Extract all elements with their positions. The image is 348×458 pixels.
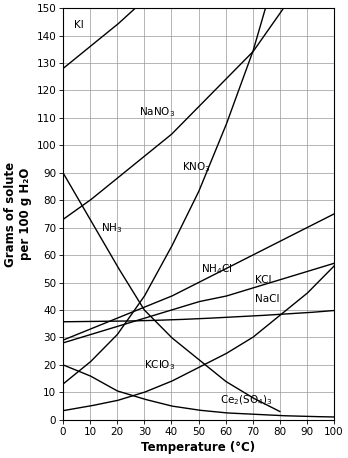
Text: KCl: KCl [255,275,272,285]
Text: NaNO$_3$: NaNO$_3$ [139,105,175,120]
Text: KI: KI [74,20,84,30]
Text: Ce$_2$(SO$_4$)$_3$: Ce$_2$(SO$_4$)$_3$ [220,394,273,407]
Text: KNO$_3$: KNO$_3$ [182,160,211,174]
Text: NH$_3$: NH$_3$ [101,221,122,234]
Text: KClO$_3$: KClO$_3$ [144,358,176,372]
Y-axis label: Grams of solute
per 100 g H₂O: Grams of solute per 100 g H₂O [4,161,32,267]
Text: NH$_4$Cl: NH$_4$Cl [201,262,233,276]
Text: NaCl: NaCl [255,294,280,304]
X-axis label: Temperature (°C): Temperature (°C) [141,441,255,454]
